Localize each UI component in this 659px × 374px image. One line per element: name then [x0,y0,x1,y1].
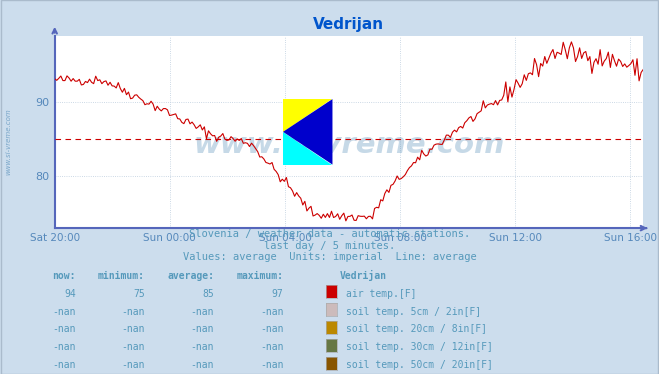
Text: soil temp. 30cm / 12in[F]: soil temp. 30cm / 12in[F] [346,343,493,352]
Text: -nan: -nan [190,343,214,352]
Text: -nan: -nan [121,361,145,370]
Text: maximum:: maximum: [237,271,283,280]
Polygon shape [283,99,332,165]
Text: average:: average: [167,271,214,280]
Text: Vedrijan: Vedrijan [339,270,386,280]
Text: -nan: -nan [260,325,283,334]
Text: -nan: -nan [52,307,76,316]
Text: -nan: -nan [121,325,145,334]
Text: 85: 85 [202,289,214,298]
Text: -nan: -nan [260,343,283,352]
Text: -nan: -nan [121,343,145,352]
Polygon shape [283,99,332,132]
Text: air temp.[F]: air temp.[F] [346,289,416,298]
Text: www.si-vreme.com: www.si-vreme.com [193,131,505,159]
Text: -nan: -nan [52,325,76,334]
Text: last day / 5 minutes.: last day / 5 minutes. [264,241,395,251]
Text: -nan: -nan [190,307,214,316]
Text: 75: 75 [133,289,145,298]
Text: now:: now: [52,271,76,280]
Text: -nan: -nan [260,361,283,370]
Title: Vedrijan: Vedrijan [314,16,384,31]
Text: -nan: -nan [190,325,214,334]
Polygon shape [283,132,332,165]
Text: -nan: -nan [52,343,76,352]
Text: 94: 94 [64,289,76,298]
Text: -nan: -nan [260,307,283,316]
Text: Values: average  Units: imperial  Line: average: Values: average Units: imperial Line: av… [183,252,476,262]
Text: soil temp. 20cm / 8in[F]: soil temp. 20cm / 8in[F] [346,325,487,334]
Text: soil temp. 50cm / 20in[F]: soil temp. 50cm / 20in[F] [346,361,493,370]
Text: -nan: -nan [121,307,145,316]
Text: minimum:: minimum: [98,271,145,280]
Text: -nan: -nan [190,361,214,370]
Text: -nan: -nan [52,361,76,370]
Text: soil temp. 5cm / 2in[F]: soil temp. 5cm / 2in[F] [346,307,481,316]
Text: Slovenia / weather data - automatic stations.: Slovenia / weather data - automatic stat… [189,230,470,239]
Text: 97: 97 [272,289,283,298]
Text: www.si-vreme.com: www.si-vreme.com [5,109,11,175]
